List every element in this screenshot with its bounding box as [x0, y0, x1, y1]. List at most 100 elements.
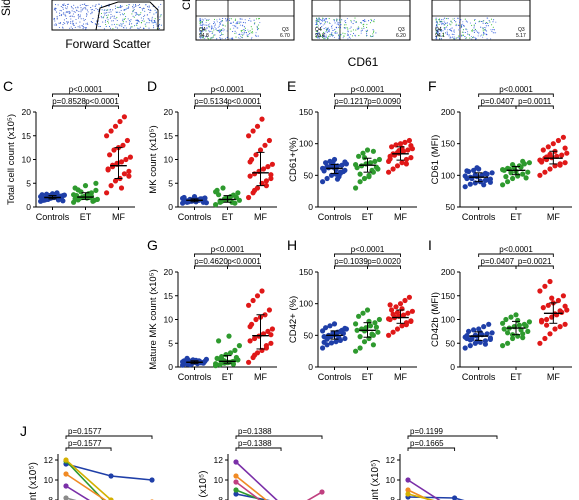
significance-bracket [367, 265, 401, 269]
p-value-label: p=0.0090 [367, 97, 401, 106]
flow-dot [134, 4, 137, 6]
flow-dot [439, 35, 441, 38]
chart-cd42-percent: 0 50 100 150 CD42+ (%) Controls ET MF p<0.0001 p=… [288, 245, 417, 382]
flow-dot [459, 21, 461, 23]
data-point [265, 328, 271, 334]
flow-dot [110, 16, 112, 18]
flow-dot [122, 19, 124, 21]
flow-dot [437, 29, 439, 31]
flow-dot [206, 37, 209, 39]
data-point [253, 316, 259, 323]
flow-dot [231, 37, 233, 39]
flow-dot [104, 14, 106, 16]
flow-dot [325, 18, 327, 20]
flow-dot [468, 34, 471, 37]
data-point [63, 483, 69, 489]
flow-dot [58, 26, 60, 29]
flow-dot [138, 28, 140, 30]
flow-dot [199, 36, 201, 38]
data-point [525, 169, 531, 175]
flow-dot [244, 22, 246, 24]
flow-dot [55, 23, 57, 25]
flow-dot [240, 21, 242, 23]
flow-dot [322, 24, 324, 26]
flow-dot [437, 31, 439, 34]
flow-dot [139, 13, 141, 16]
flow-dot [457, 37, 459, 39]
flow-dot [242, 21, 244, 23]
flow-dot [77, 14, 79, 16]
y-tick-label: 12 [386, 455, 396, 465]
flow-dot [121, 25, 123, 27]
flow-dot [108, 26, 111, 28]
flow-dot [238, 37, 240, 39]
flow-dot [256, 29, 259, 31]
y-tick-label: 100 [441, 315, 455, 325]
flow-dot [329, 34, 331, 36]
data-point [505, 340, 511, 346]
x-tick-label: Controls [36, 212, 70, 222]
flow-dot [104, 19, 107, 21]
data-point [542, 169, 548, 175]
flow-dot [480, 20, 482, 23]
flow-dot [86, 13, 88, 15]
series-line [235, 475, 268, 500]
flow-dot [218, 30, 220, 32]
y-tick-label: 0 [168, 362, 173, 372]
flow-dot [327, 30, 329, 32]
flow-dot [73, 4, 75, 6]
flow-dot [363, 25, 365, 28]
flow-dot [369, 35, 372, 37]
data-point [526, 319, 533, 325]
y-axis-label: (x10⁵) [198, 471, 209, 498]
flow-dot [248, 31, 250, 33]
flow-dot [440, 22, 442, 24]
flow-dot [444, 17, 446, 19]
flow-dot [482, 28, 484, 30]
flow-dot [225, 20, 227, 22]
flow-dot [221, 20, 223, 22]
data-point [259, 288, 265, 294]
flow-dot [113, 23, 115, 25]
flow-dot [158, 28, 161, 30]
flow-dot [201, 24, 203, 26]
y-tick-label: 100 [299, 139, 313, 149]
flow-dot [136, 22, 139, 24]
flow-dot [474, 18, 476, 21]
flow-dot [453, 17, 456, 19]
flow-dot [210, 30, 212, 32]
flow-dot [447, 29, 449, 31]
flow-dot [116, 27, 119, 29]
y-axis-label: unt (x10⁵) [28, 462, 39, 500]
flow-dot [241, 18, 243, 20]
data-point [88, 193, 94, 199]
flow-dot [143, 20, 145, 22]
flow-dot [360, 30, 362, 32]
data-point [184, 355, 190, 361]
flow-dot [224, 18, 227, 20]
flow-dot [127, 18, 129, 20]
flow-dot [59, 9, 61, 11]
chart-paired-2: 8 10 12 (x10⁵) p=0.1388 p=0.1388 [198, 427, 325, 500]
data-point [397, 301, 404, 307]
data-point [353, 348, 359, 354]
flow-dot [449, 23, 451, 25]
flow-dot [79, 14, 81, 16]
flow-dot [64, 15, 66, 17]
flow-dot [460, 19, 462, 21]
data-point [268, 332, 274, 338]
flow-dot [229, 37, 231, 39]
data-point [233, 459, 239, 465]
flow-dot [494, 32, 496, 34]
flow-dot [364, 19, 366, 21]
flow-dot [53, 9, 55, 11]
flow-dot [257, 35, 259, 37]
flow-dot [159, 19, 161, 21]
flow-dot [63, 22, 65, 24]
flow-dot [213, 20, 215, 23]
flow-dot [342, 37, 344, 39]
flow-dot [79, 16, 81, 18]
data-point [263, 343, 269, 349]
flow-dot [372, 33, 374, 35]
flow-dot [447, 18, 449, 20]
